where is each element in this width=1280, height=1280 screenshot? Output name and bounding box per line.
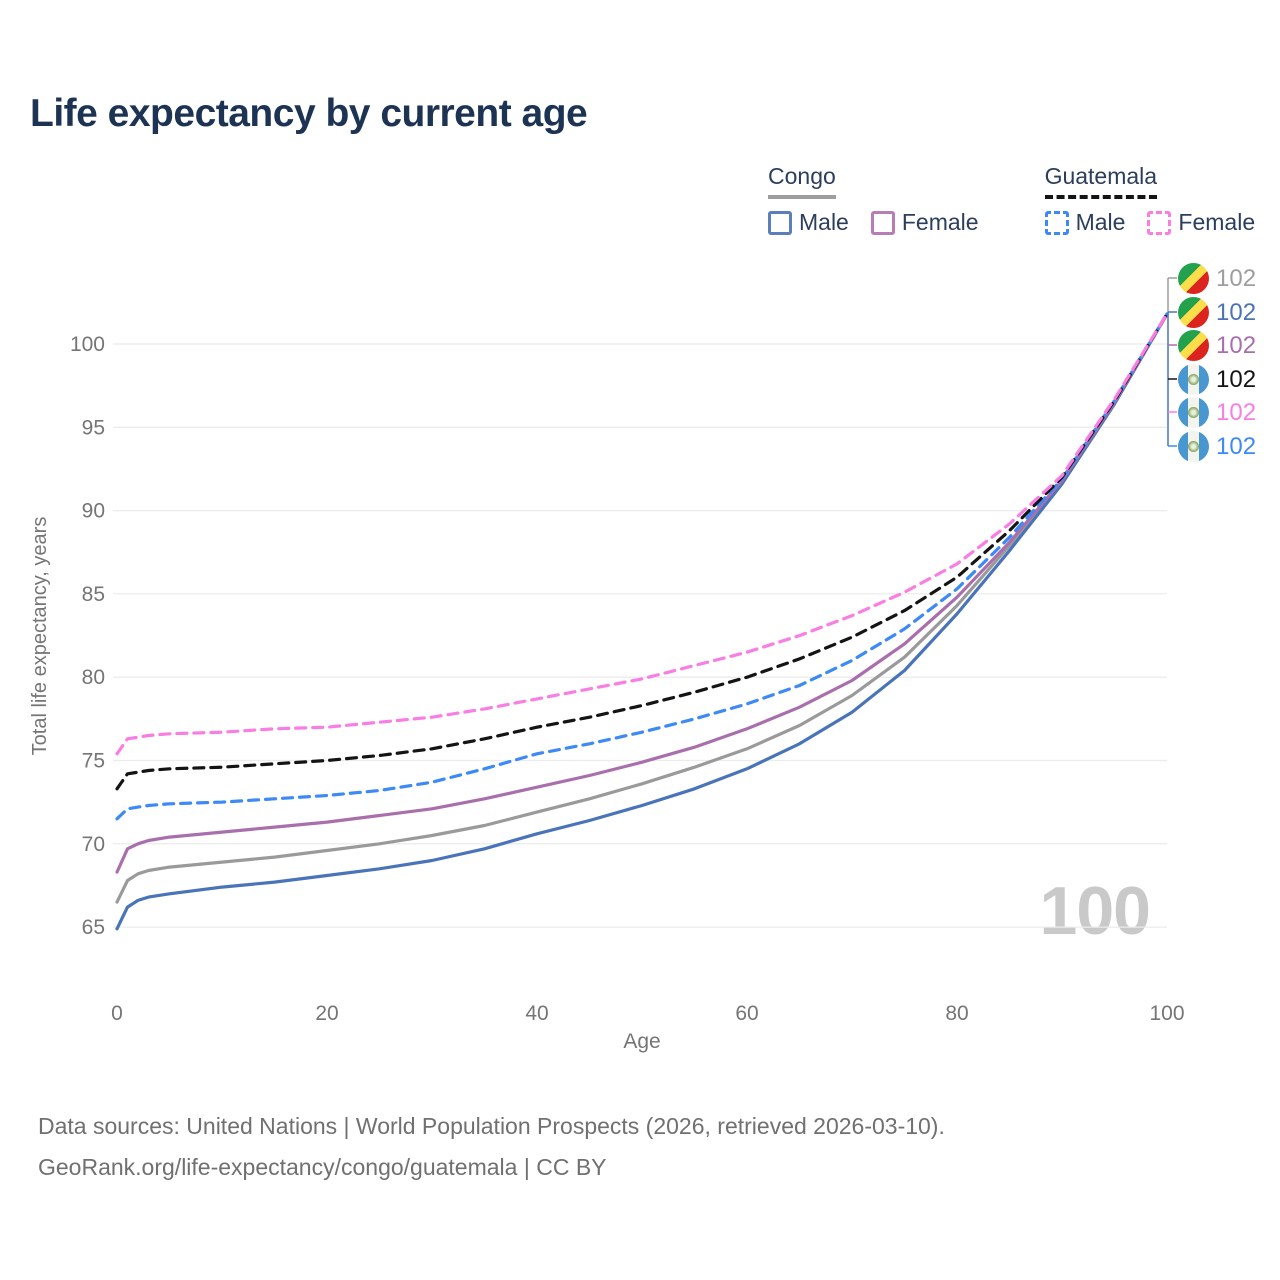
end-value: 102 bbox=[1216, 332, 1257, 359]
congo-female-swatch-icon bbox=[870, 210, 895, 235]
end-value: 102 bbox=[1216, 366, 1257, 393]
guatemala-flag-icon bbox=[1178, 364, 1209, 395]
x-tick-label-20: 20 bbox=[315, 1002, 338, 1025]
end-label-congo-female: 102 bbox=[1178, 330, 1256, 361]
end-label-guatemala-male: 102 bbox=[1178, 431, 1256, 462]
guatemala-flag-icon bbox=[1178, 431, 1209, 462]
y-tick-label-70: 70 bbox=[82, 833, 105, 856]
y-tick-label-100: 100 bbox=[70, 333, 105, 356]
series-line-guatemala-female[interactable] bbox=[115, 312, 1169, 756]
x-tick-label-80: 80 bbox=[945, 1002, 968, 1025]
legend-label-guatemala-male: Male bbox=[1075, 209, 1126, 235]
x-tick-label-40: 40 bbox=[525, 1002, 548, 1025]
legend-group-congo: Congo Male Female bbox=[768, 163, 979, 236]
end-label-congo-male: 102 bbox=[1178, 297, 1256, 328]
age-counter-watermark: 100 bbox=[1039, 873, 1151, 949]
y-axis-title: Total life expectancy, years bbox=[29, 517, 51, 756]
x-axis-title: Age bbox=[623, 1030, 660, 1053]
line-chart: 65 70 75 80 85 90 95 100 0 20 40 60 80 100 Age Total li… bbox=[29, 277, 1185, 1053]
x-tick-label-60: 60 bbox=[735, 1002, 758, 1025]
series-line-guatemala-male[interactable] bbox=[115, 312, 1169, 821]
end-value: 102 bbox=[1216, 265, 1257, 292]
footer-url: GeoRank.org/life-expectancy/congo/guatem… bbox=[38, 1154, 607, 1180]
footer-sources: Data sources: United Nations | World Pop… bbox=[38, 1113, 945, 1139]
legend-country-guatemala[interactable]: Guatemala bbox=[1044, 163, 1158, 199]
y-tick-label-85: 85 bbox=[82, 583, 105, 606]
x-tick-label-100: 100 bbox=[1149, 1002, 1184, 1025]
legend: Congo Male Female Guatemala Male Female bbox=[768, 163, 1255, 236]
congo-flag-icon bbox=[1178, 297, 1209, 328]
congo-flag-icon bbox=[1178, 263, 1209, 294]
legend-label-guatemala-female: Female bbox=[1178, 209, 1256, 235]
y-tick-label-75: 75 bbox=[82, 750, 105, 773]
end-label-congo-both: 102 bbox=[1178, 263, 1256, 294]
legend-country-congo[interactable]: Congo bbox=[768, 163, 836, 199]
end-value: 102 bbox=[1216, 399, 1257, 426]
series-line-congo-both-sexes[interactable] bbox=[115, 312, 1169, 904]
legend-item-guatemala-male[interactable]: Male bbox=[1044, 209, 1126, 236]
end-value: 102 bbox=[1216, 299, 1257, 326]
page-title: Life expectancy by current age bbox=[30, 92, 588, 135]
y-tick-label-65: 65 bbox=[82, 916, 105, 939]
series-line-congo-female[interactable] bbox=[115, 312, 1169, 874]
end-label-guatemala-both: 102 bbox=[1178, 364, 1256, 395]
congo-flag-icon bbox=[1178, 330, 1209, 361]
legend-item-congo-male[interactable]: Male bbox=[768, 209, 849, 236]
footer: Data sources: United Nations | World Pop… bbox=[38, 1106, 945, 1188]
end-value: 102 bbox=[1216, 433, 1257, 460]
legend-label-congo-female: Female bbox=[901, 209, 979, 235]
legend-group-guatemala: Guatemala Male Female bbox=[1044, 163, 1255, 236]
y-tick-label-90: 90 bbox=[82, 500, 105, 523]
series-line-guatemala-both-sexes[interactable] bbox=[115, 312, 1169, 791]
y-tick-label-95: 95 bbox=[82, 416, 105, 439]
guatemala-female-swatch-icon bbox=[1147, 210, 1172, 235]
legend-item-guatemala-female[interactable]: Female bbox=[1147, 209, 1255, 236]
x-tick-label-0: 0 bbox=[111, 1002, 123, 1025]
series-line-congo-male[interactable] bbox=[115, 312, 1169, 931]
legend-label-congo-male: Male bbox=[799, 209, 849, 235]
guatemala-male-swatch-icon bbox=[1044, 210, 1069, 235]
y-tick-label-80: 80 bbox=[82, 666, 105, 689]
legend-item-congo-female[interactable]: Female bbox=[870, 209, 979, 236]
guatemala-flag-icon bbox=[1178, 397, 1209, 428]
congo-male-swatch-icon bbox=[768, 210, 792, 235]
end-label-guatemala-female: 102 bbox=[1178, 397, 1256, 428]
